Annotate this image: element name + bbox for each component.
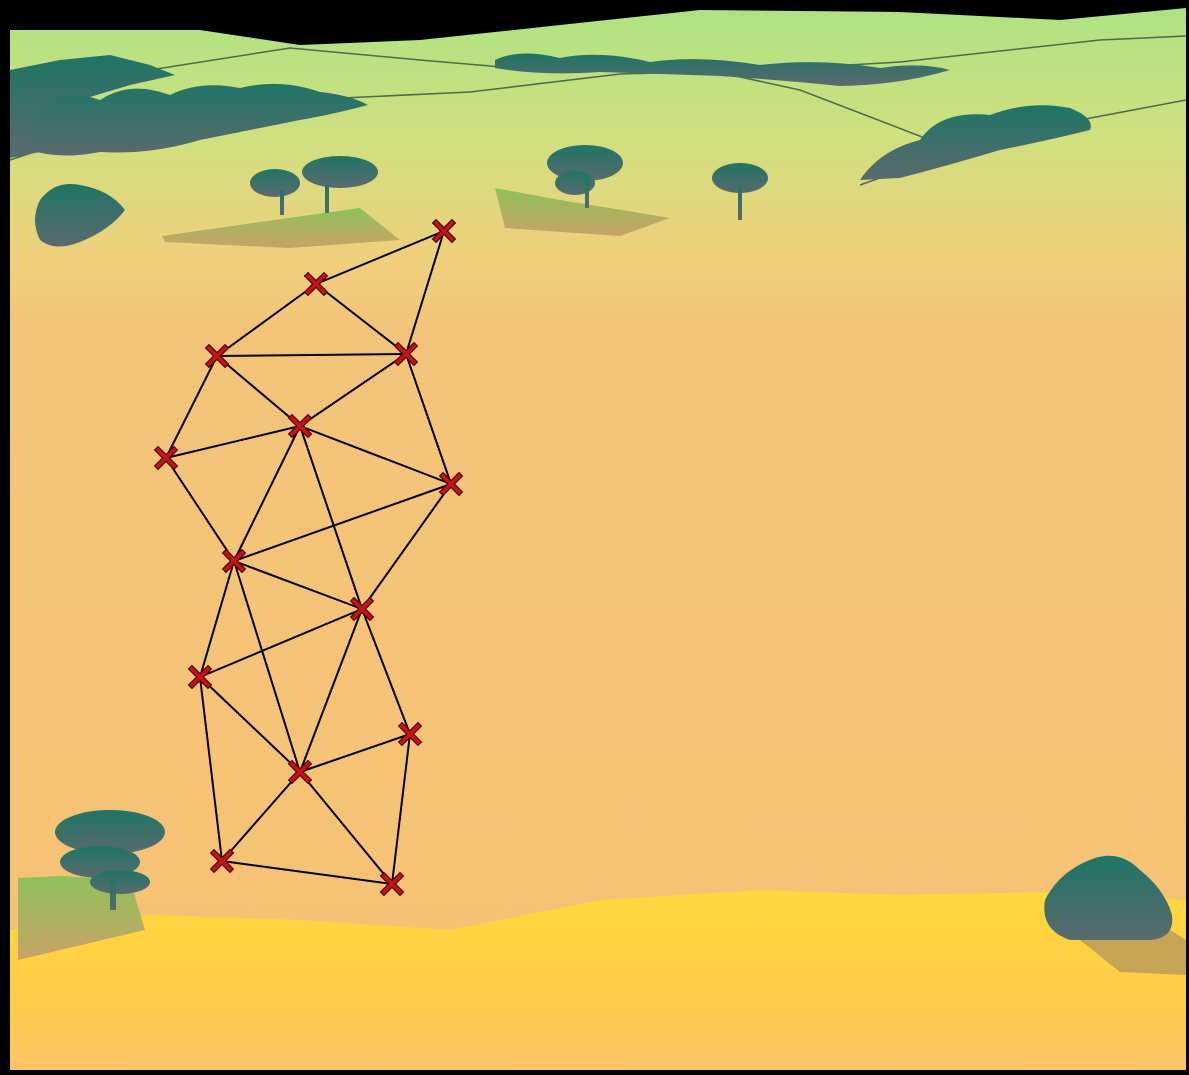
game-canvas xyxy=(0,0,1189,1075)
page: (() => { const data = JSON.parse(documen… xyxy=(0,0,1189,1075)
sand-band xyxy=(10,890,1186,1070)
